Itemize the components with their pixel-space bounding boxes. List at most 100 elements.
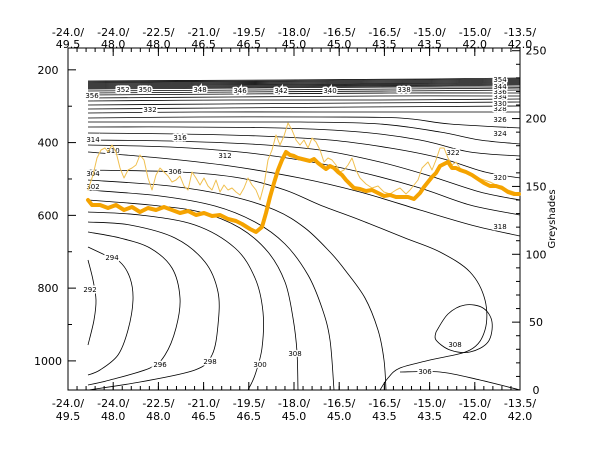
isentrope-line-338: [87, 87, 521, 92]
bottom-tick-label-line1: -15.0/: [414, 397, 446, 410]
isentrope-line-306: [399, 371, 521, 391]
top-tick-label-line1: -24.0/: [52, 26, 84, 39]
bottom-tick-label-line2: 42.0: [508, 410, 533, 423]
isentrope-label-338: 338: [397, 86, 410, 94]
top-tick-label-line1: -19.5/: [233, 26, 265, 39]
bottom-tick-label-line2: 48.0: [146, 410, 171, 423]
isentrope-line-332: [87, 95, 521, 99]
isentrope-label-318: 318: [493, 223, 506, 231]
bottom-tick-label-line1: -15.0/: [459, 397, 491, 410]
isentrope-label-298: 298: [203, 358, 216, 366]
plot-frame: [67, 47, 521, 391]
right-tick-label: 0: [533, 384, 540, 397]
top-tick-label-line2: 46.5: [191, 38, 216, 51]
isentrope-label-354: 354: [493, 76, 507, 84]
isentrope-line-298: [87, 221, 220, 391]
left-axis: 200 400 600 800 1000: [34, 64, 76, 368]
isentrope-label-306: 306: [418, 368, 432, 376]
isentrope-label-310: 310: [106, 147, 119, 155]
isentrope-line-316: [87, 132, 521, 179]
top-tick-label-line1: -24.0/: [97, 26, 129, 39]
isentrope-label-356: 356: [85, 92, 99, 100]
top-tick-label-line1: -16.5/: [368, 26, 400, 39]
top-tick-label-line2: 42.0: [508, 38, 533, 51]
bottom-tick-label-line2: 43.5: [372, 410, 397, 423]
isentrope-label-342: 342: [274, 87, 287, 95]
isentrope-label-308: 308: [288, 350, 301, 358]
bottom-tick-label-line1: -16.5/: [323, 397, 355, 410]
right-axis-label: Greyshades: [547, 189, 558, 248]
isentrope-line-350: [87, 80, 521, 85]
top-axis: -24.0/49.5-24.0/48.0-22.5/48.0-21.0/46.5…: [52, 26, 536, 56]
isentrope-line-348: [87, 81, 521, 86]
isentrope-line-320: [88, 121, 521, 145]
isentrope-line-308: [87, 169, 488, 391]
top-tick-label-line1: -18.0/: [278, 26, 310, 39]
top-tick-label-line1: -15.0/: [414, 26, 446, 39]
isentrope-line-310: [87, 151, 521, 237]
isentrope-line-324: [87, 111, 520, 114]
isentrope-line-300: [87, 211, 264, 391]
left-tick-label: 1000: [34, 355, 62, 368]
isentrope-label-330: 330: [493, 100, 506, 108]
left-tick-label: 400: [38, 137, 59, 150]
top-tick-label-line1: -21.0/: [188, 26, 220, 39]
top-tick-label-line2: 46.5: [237, 38, 262, 51]
bottom-tick-label-line1: -19.5/: [233, 397, 265, 410]
top-tick-label-line2: 43.5: [417, 38, 442, 51]
bottom-tick-label-line2: 46.5: [191, 410, 216, 423]
isentrope-label-292: 292: [83, 286, 96, 294]
bottom-tick-label-line1: -24.0/: [97, 397, 129, 410]
isentrope-line-326: [87, 105, 521, 110]
bottom-tick-label-line2: 45.0: [282, 410, 307, 423]
isentrope-label-336: 336: [493, 88, 507, 96]
isentrope-line-296: [87, 231, 181, 386]
top-tick-label-line2: 48.0: [101, 38, 126, 51]
top-tick-label-line2: 45.0: [282, 38, 307, 51]
top-tick-label-line2: 45.0: [327, 38, 352, 51]
isentrope-label-320: 320: [493, 174, 506, 182]
isentrope-line-344: [87, 83, 521, 88]
top-tick-label-line2: 42.0: [463, 38, 488, 51]
isentrope-line-308: [434, 304, 493, 353]
isentrope-label-296: 296: [153, 361, 167, 369]
isentrope-line-328: [87, 101, 521, 106]
isentrope-line-330: [87, 98, 521, 102]
isentrope-label-346: 346: [233, 87, 247, 95]
right-tick-label: 150: [526, 180, 547, 193]
isentrope-label-340: 340: [323, 87, 336, 95]
isentrope-line-342: [87, 84, 521, 89]
isentrope-label-334: 334: [493, 93, 507, 101]
bottom-tick-label-line1: -21.0/: [188, 397, 220, 410]
right-tick-label: 200: [526, 113, 547, 126]
bottom-axis: -24.0/49.5-24.0/48.0-22.5/48.0-21.0/46.5…: [52, 382, 536, 423]
top-tick-label-line2: 43.5: [372, 38, 397, 51]
left-tick-label: 800: [38, 282, 59, 295]
isentrope-label-316: 316: [173, 134, 187, 142]
trajectory-thick-line: [86, 150, 521, 234]
isentrope-label-294: 294: [105, 254, 119, 262]
isentrope-line-352: [87, 79, 521, 84]
isentrope-line-318: [87, 126, 521, 157]
isentrope-line-356: [87, 77, 521, 82]
isentrope-label-300: 300: [253, 361, 266, 369]
isentrope-label-350: 350: [138, 86, 151, 94]
isentrope-line-336: [87, 89, 521, 94]
right-axis: 0 50 100 150 200 250: [512, 45, 547, 397]
isentrope-label-328: 328: [493, 105, 506, 113]
isentrope-line-294: [87, 246, 134, 376]
bottom-tick-label-line2: 43.5: [417, 410, 442, 423]
bottom-tick-label-line2: 42.0: [463, 410, 488, 423]
isentrope-line-314: [87, 139, 521, 201]
top-tick-label-line1: -16.5/: [323, 26, 355, 39]
bottom-tick-label-line2: 49.5: [56, 410, 81, 423]
bottom-tick-label-line1: -22.5/: [142, 397, 174, 410]
trajectory-series: [86, 122, 521, 234]
isentrope-line-322: [87, 116, 521, 129]
isentrope-label-348: 348: [193, 86, 206, 94]
isentrope-label-314: 314: [86, 136, 100, 144]
isentrope-line-306: [87, 179, 387, 391]
isentrope-line-346: [87, 82, 521, 87]
left-tick-label: 600: [38, 209, 59, 222]
